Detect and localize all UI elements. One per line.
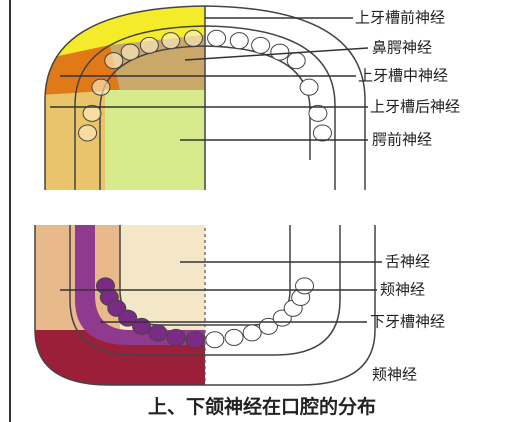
tooth: [185, 331, 205, 349]
tooth: [205, 331, 225, 349]
tooth: [251, 36, 271, 54]
label: 颊神经: [380, 281, 425, 299]
tooth: [270, 43, 290, 61]
caption: 上、下颌神经在口腔的分布: [148, 395, 376, 418]
tooth: [139, 36, 159, 54]
tooth: [299, 78, 319, 96]
label: 上牙槽前神经: [355, 9, 445, 27]
tooth: [104, 52, 124, 70]
tooth: [308, 104, 328, 122]
tooth: [224, 328, 244, 346]
label: 下牙槽神经: [370, 313, 445, 331]
tooth: [91, 78, 111, 96]
label: 颊神经: [372, 366, 417, 384]
label: 上牙槽后神经: [370, 98, 460, 116]
tooth: [229, 32, 249, 50]
tooth: [148, 324, 168, 342]
tooth: [242, 324, 262, 342]
tooth: [120, 43, 140, 61]
tooth: [295, 277, 315, 295]
tooth: [207, 29, 227, 47]
tooth: [78, 124, 98, 142]
tooth: [183, 29, 203, 47]
tooth: [286, 52, 306, 70]
region-palatine: [105, 90, 205, 190]
tooth: [82, 104, 102, 122]
tooth: [132, 317, 152, 335]
leader-line: [184, 47, 369, 61]
tooth: [166, 328, 186, 346]
upper-teeth: [78, 29, 332, 142]
label: 舌神经: [385, 253, 430, 271]
label: 鼻腭神经: [372, 39, 432, 57]
tooth: [161, 32, 181, 50]
label: 上牙槽中神经: [358, 67, 448, 85]
tooth: [312, 124, 332, 142]
label: 腭前神经: [372, 131, 432, 149]
upper-arch: [45, 6, 205, 190]
